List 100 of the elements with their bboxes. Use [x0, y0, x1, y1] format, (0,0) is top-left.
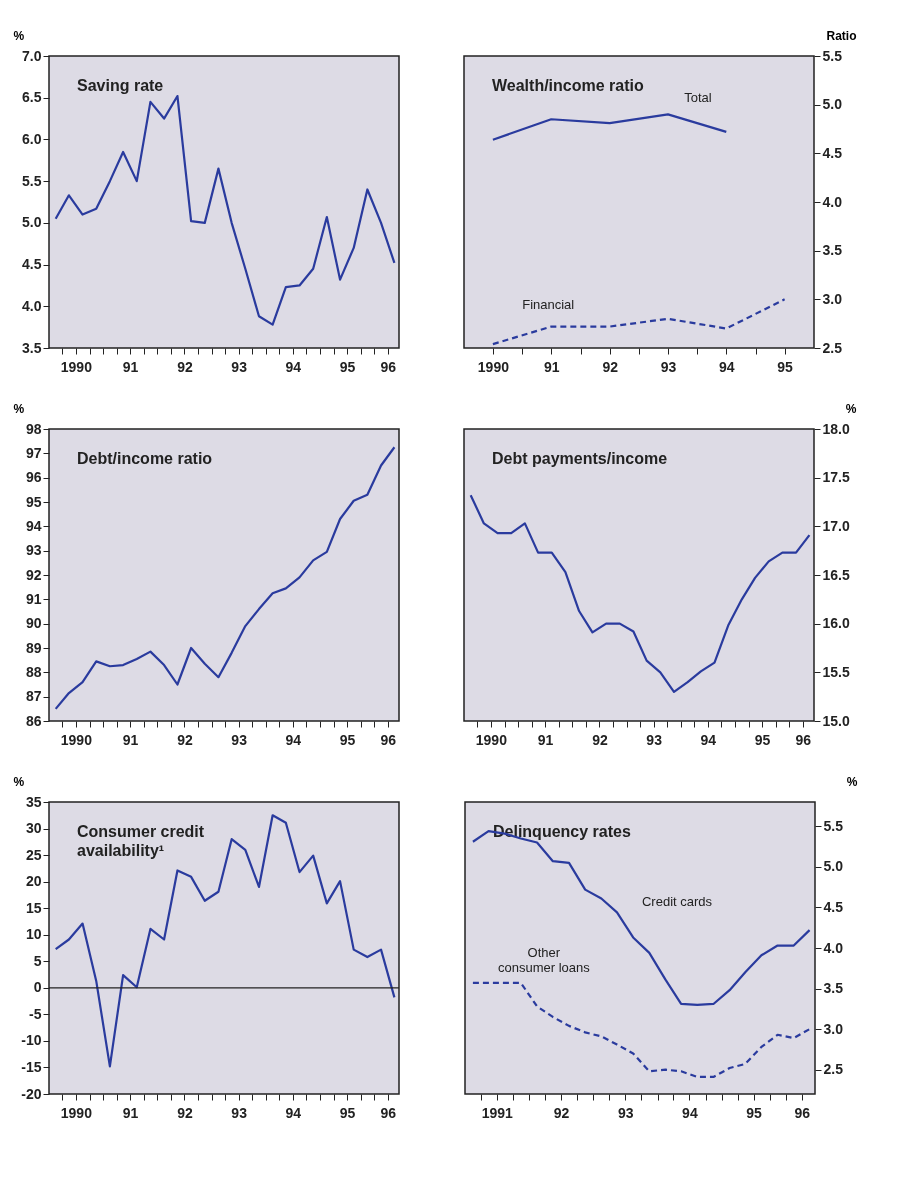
series-label: Credit cards [641, 894, 713, 910]
series-label: Other consumer loans [497, 944, 591, 975]
y2-tick-label: 4.5 [822, 144, 843, 161]
y-tick-label: 91 [25, 590, 42, 607]
y-tick-label: 4.0 [22, 297, 42, 314]
y2-axis-title: Ratio [826, 28, 857, 43]
y2-tick-label: 15.5 [822, 663, 850, 680]
y-tick-label: 20 [25, 873, 42, 890]
y2-tick-label: 5.0 [822, 96, 843, 113]
x-tick-label: 95 [754, 731, 771, 748]
y2-tick-label: 4.0 [822, 193, 843, 210]
y-tick-label: 86 [25, 712, 42, 729]
y-tick-label: 89 [25, 639, 42, 656]
y2-tick-label: 2.5 [823, 1061, 844, 1078]
x-tick-label: 91 [543, 358, 560, 375]
y2-tick-label: 18.0 [822, 420, 850, 437]
y-tick-label: 7.0 [22, 47, 42, 64]
y-tick-label: 88 [25, 663, 42, 680]
y2-tick-label: 4.0 [823, 939, 844, 956]
y2-tick-label: 17.5 [822, 469, 850, 486]
y2-tick-label: 3.0 [823, 1020, 844, 1037]
y-tick-label: 5.0 [22, 214, 42, 231]
y-tick-label: 30 [25, 820, 42, 837]
y-tick-label: 6.0 [22, 130, 42, 147]
y-tick-label: 92 [25, 566, 42, 583]
y-tick-label: 93 [25, 542, 42, 559]
y-tick-label: 5.5 [22, 172, 42, 189]
y-axis-title: % [13, 401, 25, 416]
x-tick-label: 96 [380, 358, 397, 375]
x-tick-label: 91 [122, 358, 139, 375]
x-tick-label: 93 [231, 358, 248, 375]
y2-tick-label: 16.5 [822, 566, 850, 583]
x-tick-label: 92 [177, 1104, 193, 1121]
y2-axis-title: % [846, 774, 858, 789]
text: Debt payments/income [492, 450, 668, 467]
x-tick-label: 94 [700, 731, 717, 748]
y-tick-label: 6.5 [22, 89, 42, 106]
y2-tick-label: 5.0 [823, 858, 844, 875]
x-tick-label: 95 [339, 1104, 356, 1121]
y2-tick-label: 5.5 [822, 47, 843, 64]
y-tick-label: -20 [21, 1085, 42, 1102]
y-tick-label: 3.5 [22, 339, 42, 356]
x-tick-label: 92 [553, 1104, 570, 1121]
x-tick-label: 93 [646, 731, 663, 748]
y-tick-label: 96 [25, 469, 42, 486]
x-tick-label: 1991 [481, 1104, 514, 1121]
x-tick-label: 92 [592, 731, 608, 748]
y2-tick-label: 5.5 [823, 817, 844, 834]
x-tick-label: 94 [682, 1104, 698, 1121]
y2-tick-label: 16.0 [822, 615, 850, 632]
x-tick-label: 96 [380, 731, 397, 748]
x-tick-label: 92 [177, 731, 193, 748]
x-tick-label: 95 [339, 731, 356, 748]
x-tick-label: 95 [746, 1104, 762, 1121]
x-tick-label: 96 [795, 731, 812, 748]
y-tick-label: 90 [25, 615, 42, 632]
y2-tick-label: 17.0 [822, 517, 850, 534]
text: Saving rate [77, 77, 164, 94]
x-tick-label: 94 [285, 358, 302, 375]
x-tick-label: 93 [231, 1104, 248, 1121]
x-tick-label: 91 [537, 731, 554, 748]
y2-tick-label: 3.5 [822, 242, 843, 259]
y2-tick-label: 3.0 [822, 290, 843, 307]
x-tick-label: 94 [719, 358, 735, 375]
y-tick-label: 95 [25, 493, 42, 510]
y-tick-label: -15 [21, 1058, 42, 1075]
text: Debt/income ratio [77, 450, 213, 467]
y-tick-label: 98 [25, 420, 42, 437]
y-axis-title: % [13, 28, 25, 43]
y2-tick-label: 15.0 [822, 712, 850, 729]
x-tick-label: 91 [122, 731, 139, 748]
y-axis-title: % [13, 774, 25, 789]
y-tick-label: -5 [29, 1005, 42, 1022]
y-tick-label: 10 [25, 926, 42, 943]
y-tick-label: 15 [25, 899, 42, 916]
y-tick-label: 35 [25, 793, 42, 810]
text: Wealth/income ratio [492, 77, 644, 94]
x-tick-label: 96 [380, 1104, 397, 1121]
text: Delinquency rates [493, 823, 631, 840]
x-tick-label: 1990 [60, 731, 93, 748]
y2-tick-label: 4.5 [823, 898, 844, 915]
series-label: Financial [522, 296, 575, 312]
x-tick-label: 93 [617, 1104, 634, 1121]
x-tick-label: 1990 [475, 731, 508, 748]
x-tick-label: 94 [285, 1104, 302, 1121]
x-tick-label: 93 [660, 358, 677, 375]
x-tick-label: 92 [602, 358, 619, 375]
y-tick-label: 5 [33, 952, 42, 969]
x-tick-label: 93 [231, 731, 248, 748]
x-tick-label: 96 [794, 1104, 811, 1121]
x-tick-label: 1990 [60, 358, 93, 375]
y2-tick-label: 3.5 [823, 980, 844, 997]
y-tick-label: 25 [25, 846, 42, 863]
x-tick-label: 91 [122, 1104, 139, 1121]
y-tick-label: 97 [25, 444, 42, 461]
y-tick-label: 87 [25, 688, 42, 705]
y-tick-label: 4.5 [22, 256, 42, 273]
x-tick-label: 1990 [60, 1104, 93, 1121]
series-label: Total [684, 90, 712, 106]
x-tick-label: 92 [177, 358, 193, 375]
